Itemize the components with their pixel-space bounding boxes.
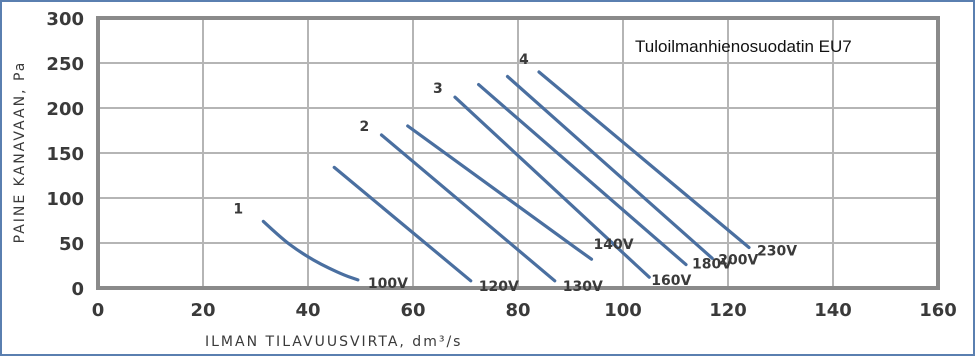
series-line-200v — [505, 74, 714, 260]
y-axis-label: PAINE KANAVAAN, Pa — [12, 61, 28, 244]
series-label-100v: 100V — [368, 276, 408, 292]
curve-number-label: 3 — [433, 81, 443, 97]
x-tick-label: 160 — [919, 300, 957, 321]
y-tick-label: 250 — [46, 54, 84, 75]
series-label-200v: 200V — [718, 252, 758, 268]
series-label-160v: 160V — [651, 273, 691, 289]
series-label-130v: 130V — [563, 279, 603, 295]
curve-number-label: 4 — [519, 52, 529, 68]
curve-number-label: 1 — [233, 201, 243, 217]
x-tick-label: 80 — [505, 300, 530, 321]
series-label-120v: 120V — [479, 279, 519, 295]
x-tick-label: 40 — [295, 300, 320, 321]
series-line-100v — [261, 219, 360, 282]
series-line-230v — [537, 70, 751, 250]
x-tick-label: 60 — [400, 300, 425, 321]
grid-layer — [98, 18, 938, 288]
y-tick-label: 0 — [71, 279, 84, 300]
series-label-180v: 180V — [692, 257, 732, 273]
plot-frame — [96, 16, 940, 290]
curve-number-label: 2 — [360, 119, 370, 135]
x-tick-label: 0 — [92, 300, 105, 321]
x-tick-label: 20 — [190, 300, 215, 321]
series-label-230v: 230V — [757, 244, 797, 260]
series-line-130v — [379, 133, 557, 283]
y-tick-label: 300 — [46, 9, 84, 30]
chart-title: Tuloilmanhienosuodatin EU7 — [635, 37, 852, 56]
series-line-120v — [332, 165, 473, 283]
series-label-140v: 140V — [594, 237, 634, 253]
x-axis-label: ILMAN TILAVUUSVIRTA, dm³/s — [205, 334, 462, 350]
y-tick-label: 50 — [59, 234, 84, 255]
series-line-140v — [406, 124, 594, 261]
x-tick-label: 120 — [709, 300, 747, 321]
series-line-180v — [477, 83, 688, 267]
series-line-160v — [453, 95, 651, 279]
x-tick-label: 100 — [604, 300, 642, 321]
y-tick-label: 200 — [46, 99, 84, 120]
series-layer — [261, 70, 751, 283]
x-tick-label: 140 — [814, 300, 852, 321]
y-tick-label: 150 — [46, 144, 84, 165]
y-tick-label: 100 — [46, 189, 84, 210]
tick-layer: 0 20 40 60 80 100 120 140 160 0 50 100 150 200 250 300 — [46, 9, 956, 321]
